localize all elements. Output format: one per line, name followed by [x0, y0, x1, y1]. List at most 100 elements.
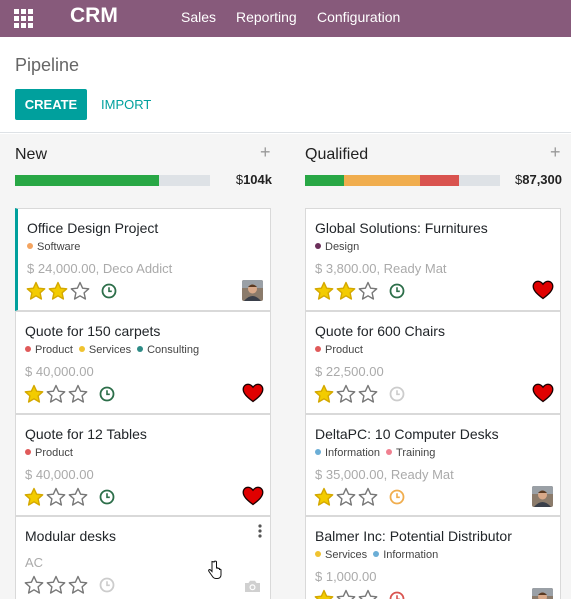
star-icon[interactable] — [358, 589, 378, 599]
progress-segment[interactable] — [459, 175, 500, 186]
priority-stars[interactable] — [314, 281, 380, 301]
star-icon[interactable] — [358, 487, 378, 507]
card-title[interactable]: DeltaPC: 10 Computer Desks — [315, 426, 499, 442]
activity-clock-icon[interactable] — [389, 489, 405, 505]
star-icon[interactable] — [68, 384, 88, 404]
star-icon[interactable] — [26, 281, 46, 301]
tag-list: Product — [315, 344, 369, 356]
tag-label: Product — [325, 344, 363, 356]
tag-label: Design — [325, 241, 360, 253]
star-icon[interactable] — [46, 384, 66, 404]
card-title[interactable]: Quote for 600 Chairs — [315, 323, 445, 339]
activity-clock-icon[interactable] — [389, 386, 405, 402]
tag-color-dot — [315, 243, 321, 249]
star-icon[interactable] — [24, 575, 44, 595]
opportunity-card[interactable]: DeltaPC: 10 Computer Desks Information Tra… — [305, 414, 561, 516]
star-icon[interactable] — [68, 575, 88, 595]
tag-label: Training — [396, 447, 436, 459]
page-title: Pipeline — [15, 55, 80, 75]
menu-configuration[interactable]: Configuration — [317, 9, 401, 25]
opportunity-card[interactable]: Modular desks AC — [15, 516, 271, 599]
star-icon[interactable] — [24, 384, 44, 404]
menu-reporting[interactable]: Reporting — [236, 9, 297, 25]
opportunity-card[interactable]: Balmer Inc: Potential Distributor Service… — [305, 516, 561, 599]
activity-clock-icon[interactable] — [99, 489, 115, 505]
tag-color-dot — [25, 346, 31, 352]
tag-list: Software — [27, 241, 86, 253]
card-title[interactable]: Office Design Project — [27, 220, 159, 236]
card-title[interactable]: Quote for 150 carpets — [25, 323, 161, 339]
progress-segment[interactable] — [159, 175, 210, 186]
card-amount: $ 24,000.00, Deco Addict — [27, 261, 173, 276]
import-button[interactable]: IMPORT — [101, 97, 152, 112]
create-button[interactable]: CREATE — [15, 89, 87, 120]
add-card-plus-icon[interactable]: + — [260, 142, 271, 162]
star-icon[interactable] — [68, 487, 88, 507]
column-progress-bar[interactable] — [15, 175, 210, 186]
column-total-value: 104k — [243, 172, 272, 187]
star-icon[interactable] — [314, 281, 334, 301]
opportunity-card[interactable]: Office Design Project Software $ 24,000.00… — [15, 208, 271, 311]
star-icon[interactable] — [358, 281, 378, 301]
heart-icon[interactable] — [242, 486, 264, 506]
activity-clock-icon[interactable] — [99, 577, 115, 593]
kebab-menu-icon[interactable] — [258, 524, 262, 538]
card-title[interactable]: Global Solutions: Furnitures — [315, 220, 488, 236]
star-icon[interactable] — [314, 487, 334, 507]
star-icon[interactable] — [336, 487, 356, 507]
star-icon[interactable] — [46, 487, 66, 507]
tag-label: Product — [35, 447, 73, 459]
salesperson-avatar[interactable] — [532, 486, 553, 507]
star-icon[interactable] — [70, 281, 90, 301]
heart-icon[interactable] — [532, 383, 554, 403]
star-icon[interactable] — [336, 384, 356, 404]
tag-list: Product Services Consulting — [25, 344, 205, 356]
card-title[interactable]: Modular desks — [25, 528, 117, 544]
opportunity-card[interactable]: Quote for 600 Chairs Product $ 22,500.00 — [305, 311, 561, 414]
opportunity-card[interactable]: Quote for 150 carpets Product Services Cons… — [15, 311, 271, 414]
column-title[interactable]: Qualified — [305, 146, 369, 163]
progress-segment[interactable] — [344, 175, 421, 186]
priority-stars[interactable] — [24, 384, 90, 404]
priority-stars[interactable] — [24, 575, 90, 595]
progress-segment[interactable] — [15, 175, 160, 186]
apps-grid-icon[interactable] — [14, 9, 34, 29]
salesperson-avatar[interactable] — [242, 280, 263, 301]
star-icon[interactable] — [24, 487, 44, 507]
tag: Product — [315, 344, 363, 356]
salesperson-avatar[interactable] — [532, 588, 553, 599]
priority-stars[interactable] — [314, 487, 380, 507]
menu-sales[interactable]: Sales — [181, 9, 217, 25]
app-name[interactable]: CRM — [70, 4, 118, 27]
priority-stars[interactable] — [26, 281, 92, 301]
activity-clock-icon[interactable] — [389, 283, 405, 299]
column-progress-bar[interactable] — [305, 175, 500, 186]
star-icon[interactable] — [48, 281, 68, 301]
tag: Information — [315, 447, 380, 459]
progress-segment[interactable] — [305, 175, 344, 186]
card-amount: $ 35,000.00, Ready Mat — [315, 467, 454, 482]
star-icon[interactable] — [314, 589, 334, 599]
star-icon[interactable] — [46, 575, 66, 595]
card-title[interactable]: Quote for 12 Tables — [25, 426, 147, 442]
star-icon[interactable] — [336, 281, 356, 301]
star-icon[interactable] — [314, 384, 334, 404]
priority-stars[interactable] — [314, 589, 380, 599]
opportunity-card[interactable]: Global Solutions: Furnitures Design $ 3,80… — [305, 208, 561, 311]
camera-icon[interactable] — [244, 579, 261, 593]
activity-clock-icon[interactable] — [99, 386, 115, 402]
progress-segment[interactable] — [420, 175, 460, 186]
card-title[interactable]: Balmer Inc: Potential Distributor — [315, 528, 512, 544]
priority-stars[interactable] — [314, 384, 380, 404]
tag-list: Product — [25, 447, 79, 459]
heart-icon[interactable] — [242, 383, 264, 403]
add-card-plus-icon[interactable]: + — [550, 142, 561, 162]
opportunity-card[interactable]: Quote for 12 Tables Product $ 40,000.00 — [15, 414, 271, 516]
star-icon[interactable] — [358, 384, 378, 404]
column-title[interactable]: New — [15, 146, 48, 163]
activity-clock-icon[interactable] — [101, 283, 117, 299]
priority-stars[interactable] — [24, 487, 90, 507]
star-icon[interactable] — [336, 589, 356, 599]
heart-icon[interactable] — [532, 280, 554, 300]
activity-clock-icon[interactable] — [389, 591, 405, 599]
